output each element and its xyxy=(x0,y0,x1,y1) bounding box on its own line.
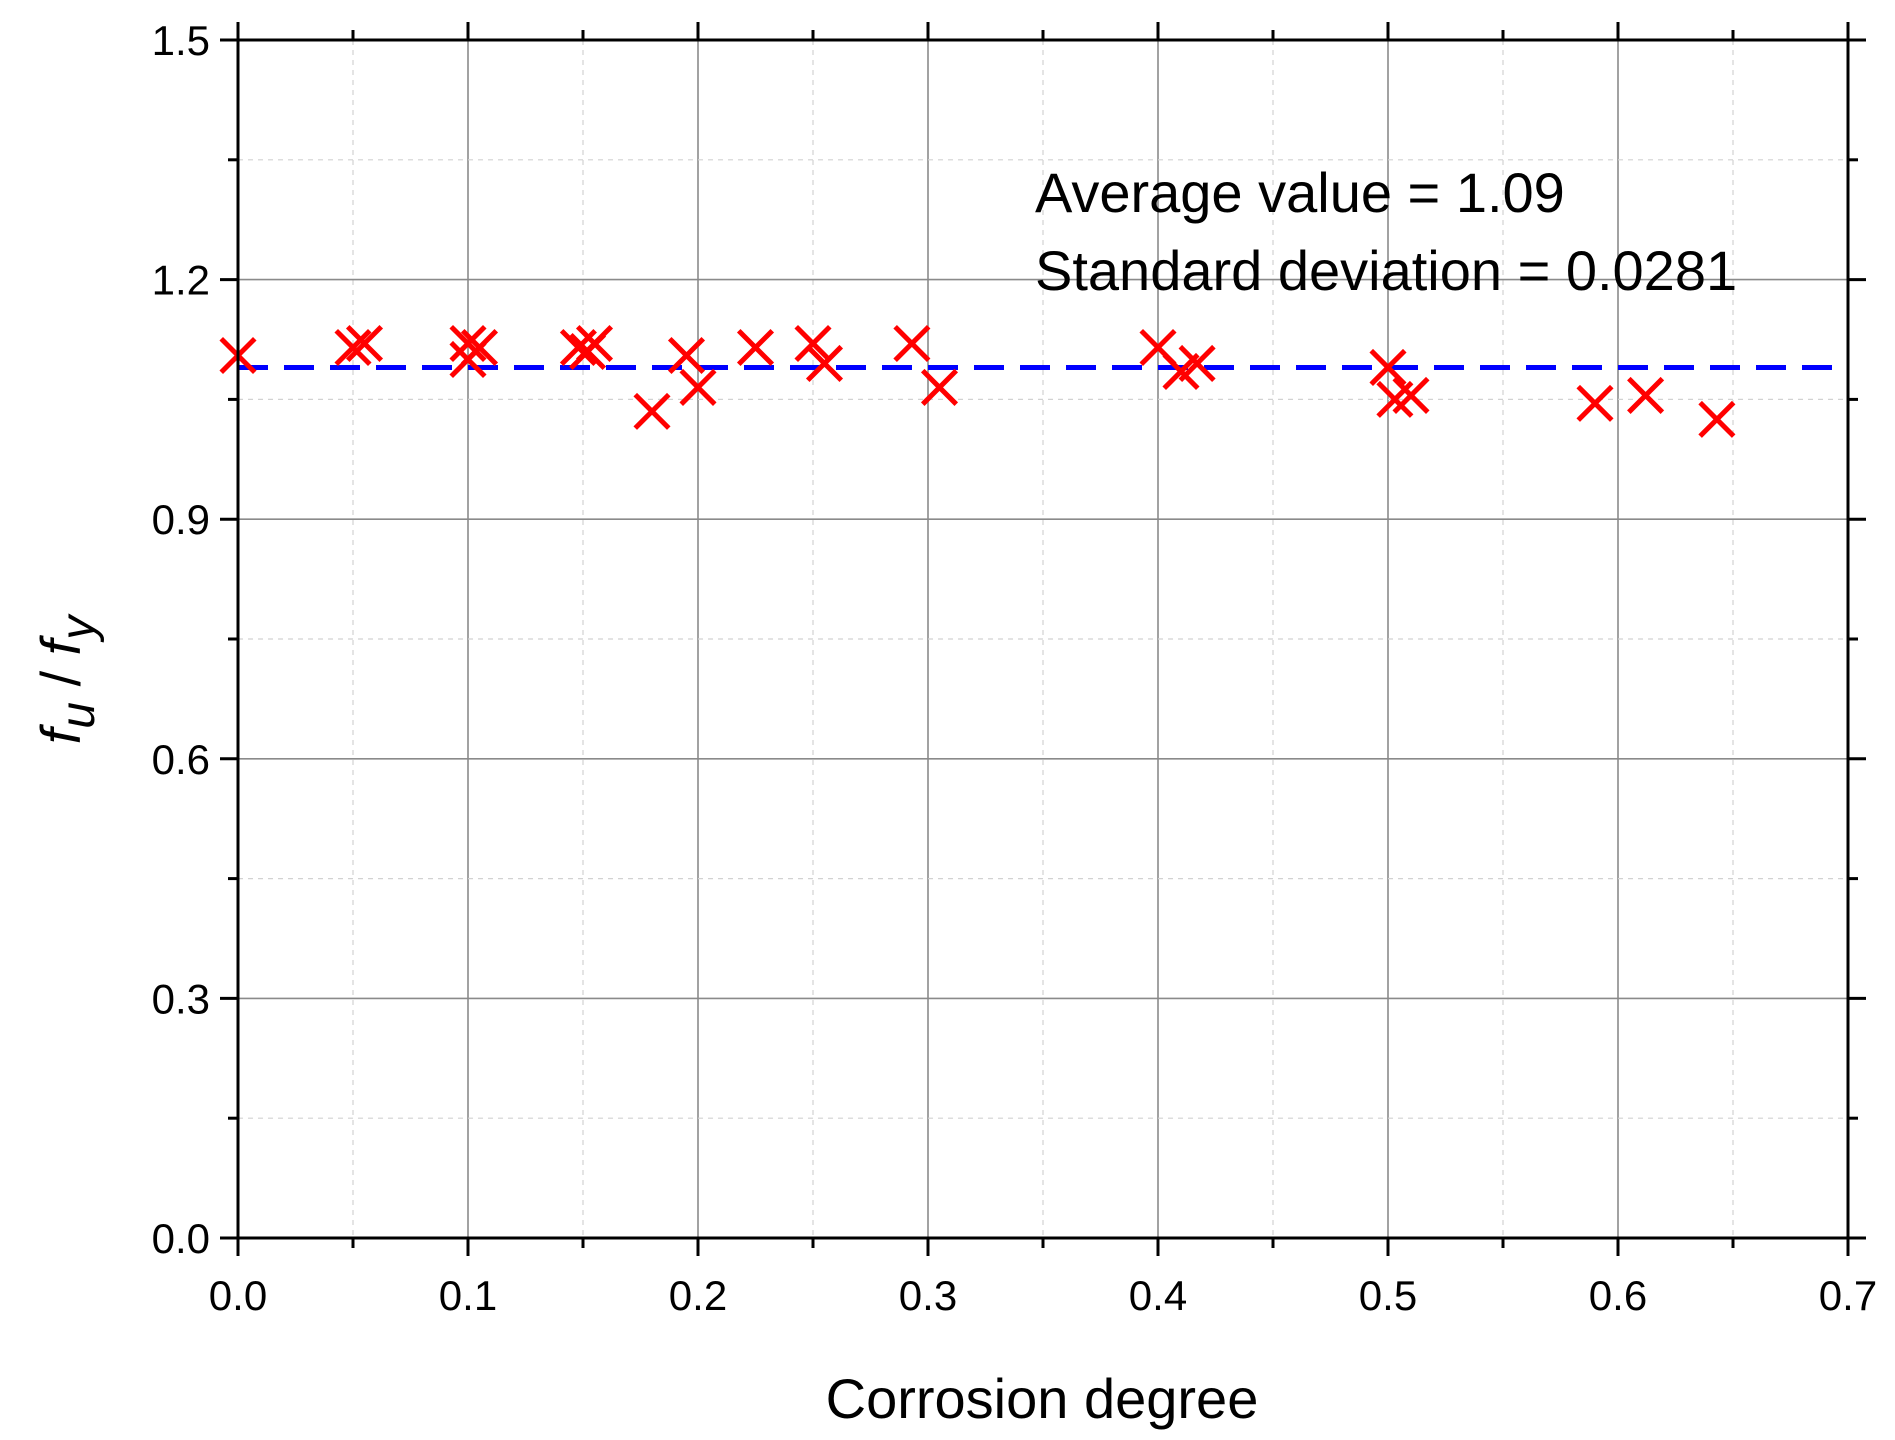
x-tick-label: 0.0 xyxy=(209,1272,267,1319)
data-point-stroke xyxy=(1576,384,1614,422)
y-axis-title: fu / fy xyxy=(29,613,105,745)
data-point-stroke xyxy=(633,392,671,430)
y-tick-label: 1.2 xyxy=(152,257,210,304)
data-point-stroke xyxy=(1627,376,1665,414)
x-tick-label: 0.7 xyxy=(1819,1272,1877,1319)
data-point-stroke xyxy=(1698,400,1736,438)
data-point-stroke xyxy=(1178,344,1216,382)
data-point xyxy=(1178,344,1216,382)
data-point-stroke xyxy=(1162,352,1200,390)
data-point xyxy=(736,328,775,367)
data-point-stroke xyxy=(1392,376,1430,414)
x-tick-label: 0.1 xyxy=(439,1272,497,1319)
data-point xyxy=(334,328,372,367)
annotation-std-dev: Standard deviation = 0.0281 xyxy=(1035,239,1737,302)
data-point xyxy=(1392,376,1430,414)
x-tick-label: 0.4 xyxy=(1129,1272,1187,1319)
svg-text:fu / fy: fu / fy xyxy=(29,613,105,745)
data-point xyxy=(805,344,844,382)
data-point-stroke xyxy=(667,336,706,375)
x-tick-labels: 0.0 0.1 0.2 0.3 0.4 0.5 0.6 0.7 xyxy=(209,1272,1877,1319)
data-point xyxy=(794,324,832,363)
data-point-stroke xyxy=(345,324,384,363)
y-axis-title-sub1: u xyxy=(52,702,105,729)
data-point xyxy=(460,328,499,367)
data-point-stroke xyxy=(893,324,931,363)
data-point-stroke xyxy=(449,324,487,363)
data-point xyxy=(633,392,671,430)
y-tick-labels: 0.0 0.3 0.6 0.9 1.2 1.5 xyxy=(152,17,210,1262)
data-point xyxy=(1627,376,1665,414)
data-point xyxy=(667,336,706,375)
y-tick-label: 0.6 xyxy=(152,736,210,783)
data-point xyxy=(893,324,931,363)
grid xyxy=(238,40,1848,1238)
y-axis-title-sub2: y xyxy=(52,613,105,643)
x-tick-label: 0.6 xyxy=(1589,1272,1647,1319)
data-point xyxy=(575,324,614,363)
data-point xyxy=(679,368,717,406)
data-point-stroke xyxy=(679,368,717,406)
data-point xyxy=(1369,348,1407,386)
data-point-stroke xyxy=(460,328,499,367)
y-tick-label: 1.5 xyxy=(152,17,210,64)
data-point-stroke xyxy=(575,324,614,363)
x-axis-title: Corrosion degree xyxy=(826,1367,1259,1430)
data-point-stroke xyxy=(794,324,832,363)
data-point xyxy=(1162,352,1200,390)
y-tick-label: 0.9 xyxy=(152,496,210,543)
data-point xyxy=(920,368,959,406)
annotation-average: Average value = 1.09 xyxy=(1035,161,1565,224)
data-points xyxy=(219,324,1736,438)
y-tick-label: 0.3 xyxy=(152,975,210,1022)
data-point-stroke xyxy=(1369,348,1407,386)
x-tick-label: 0.3 xyxy=(899,1272,957,1319)
data-point xyxy=(1576,384,1614,422)
data-point xyxy=(345,324,384,363)
data-point-stroke xyxy=(736,328,775,367)
axis-ticks xyxy=(220,22,1866,1256)
data-point-stroke xyxy=(334,328,372,367)
x-tick-label: 0.2 xyxy=(669,1272,727,1319)
y-axis-title-slash: / xyxy=(29,655,92,702)
data-point-stroke xyxy=(1139,328,1177,367)
data-point-stroke xyxy=(920,368,959,406)
x-tick-label: 0.5 xyxy=(1359,1272,1417,1319)
y-tick-label: 0.0 xyxy=(152,1215,210,1262)
data-point xyxy=(1698,400,1736,438)
data-point-stroke xyxy=(805,344,844,382)
data-point xyxy=(449,324,487,363)
